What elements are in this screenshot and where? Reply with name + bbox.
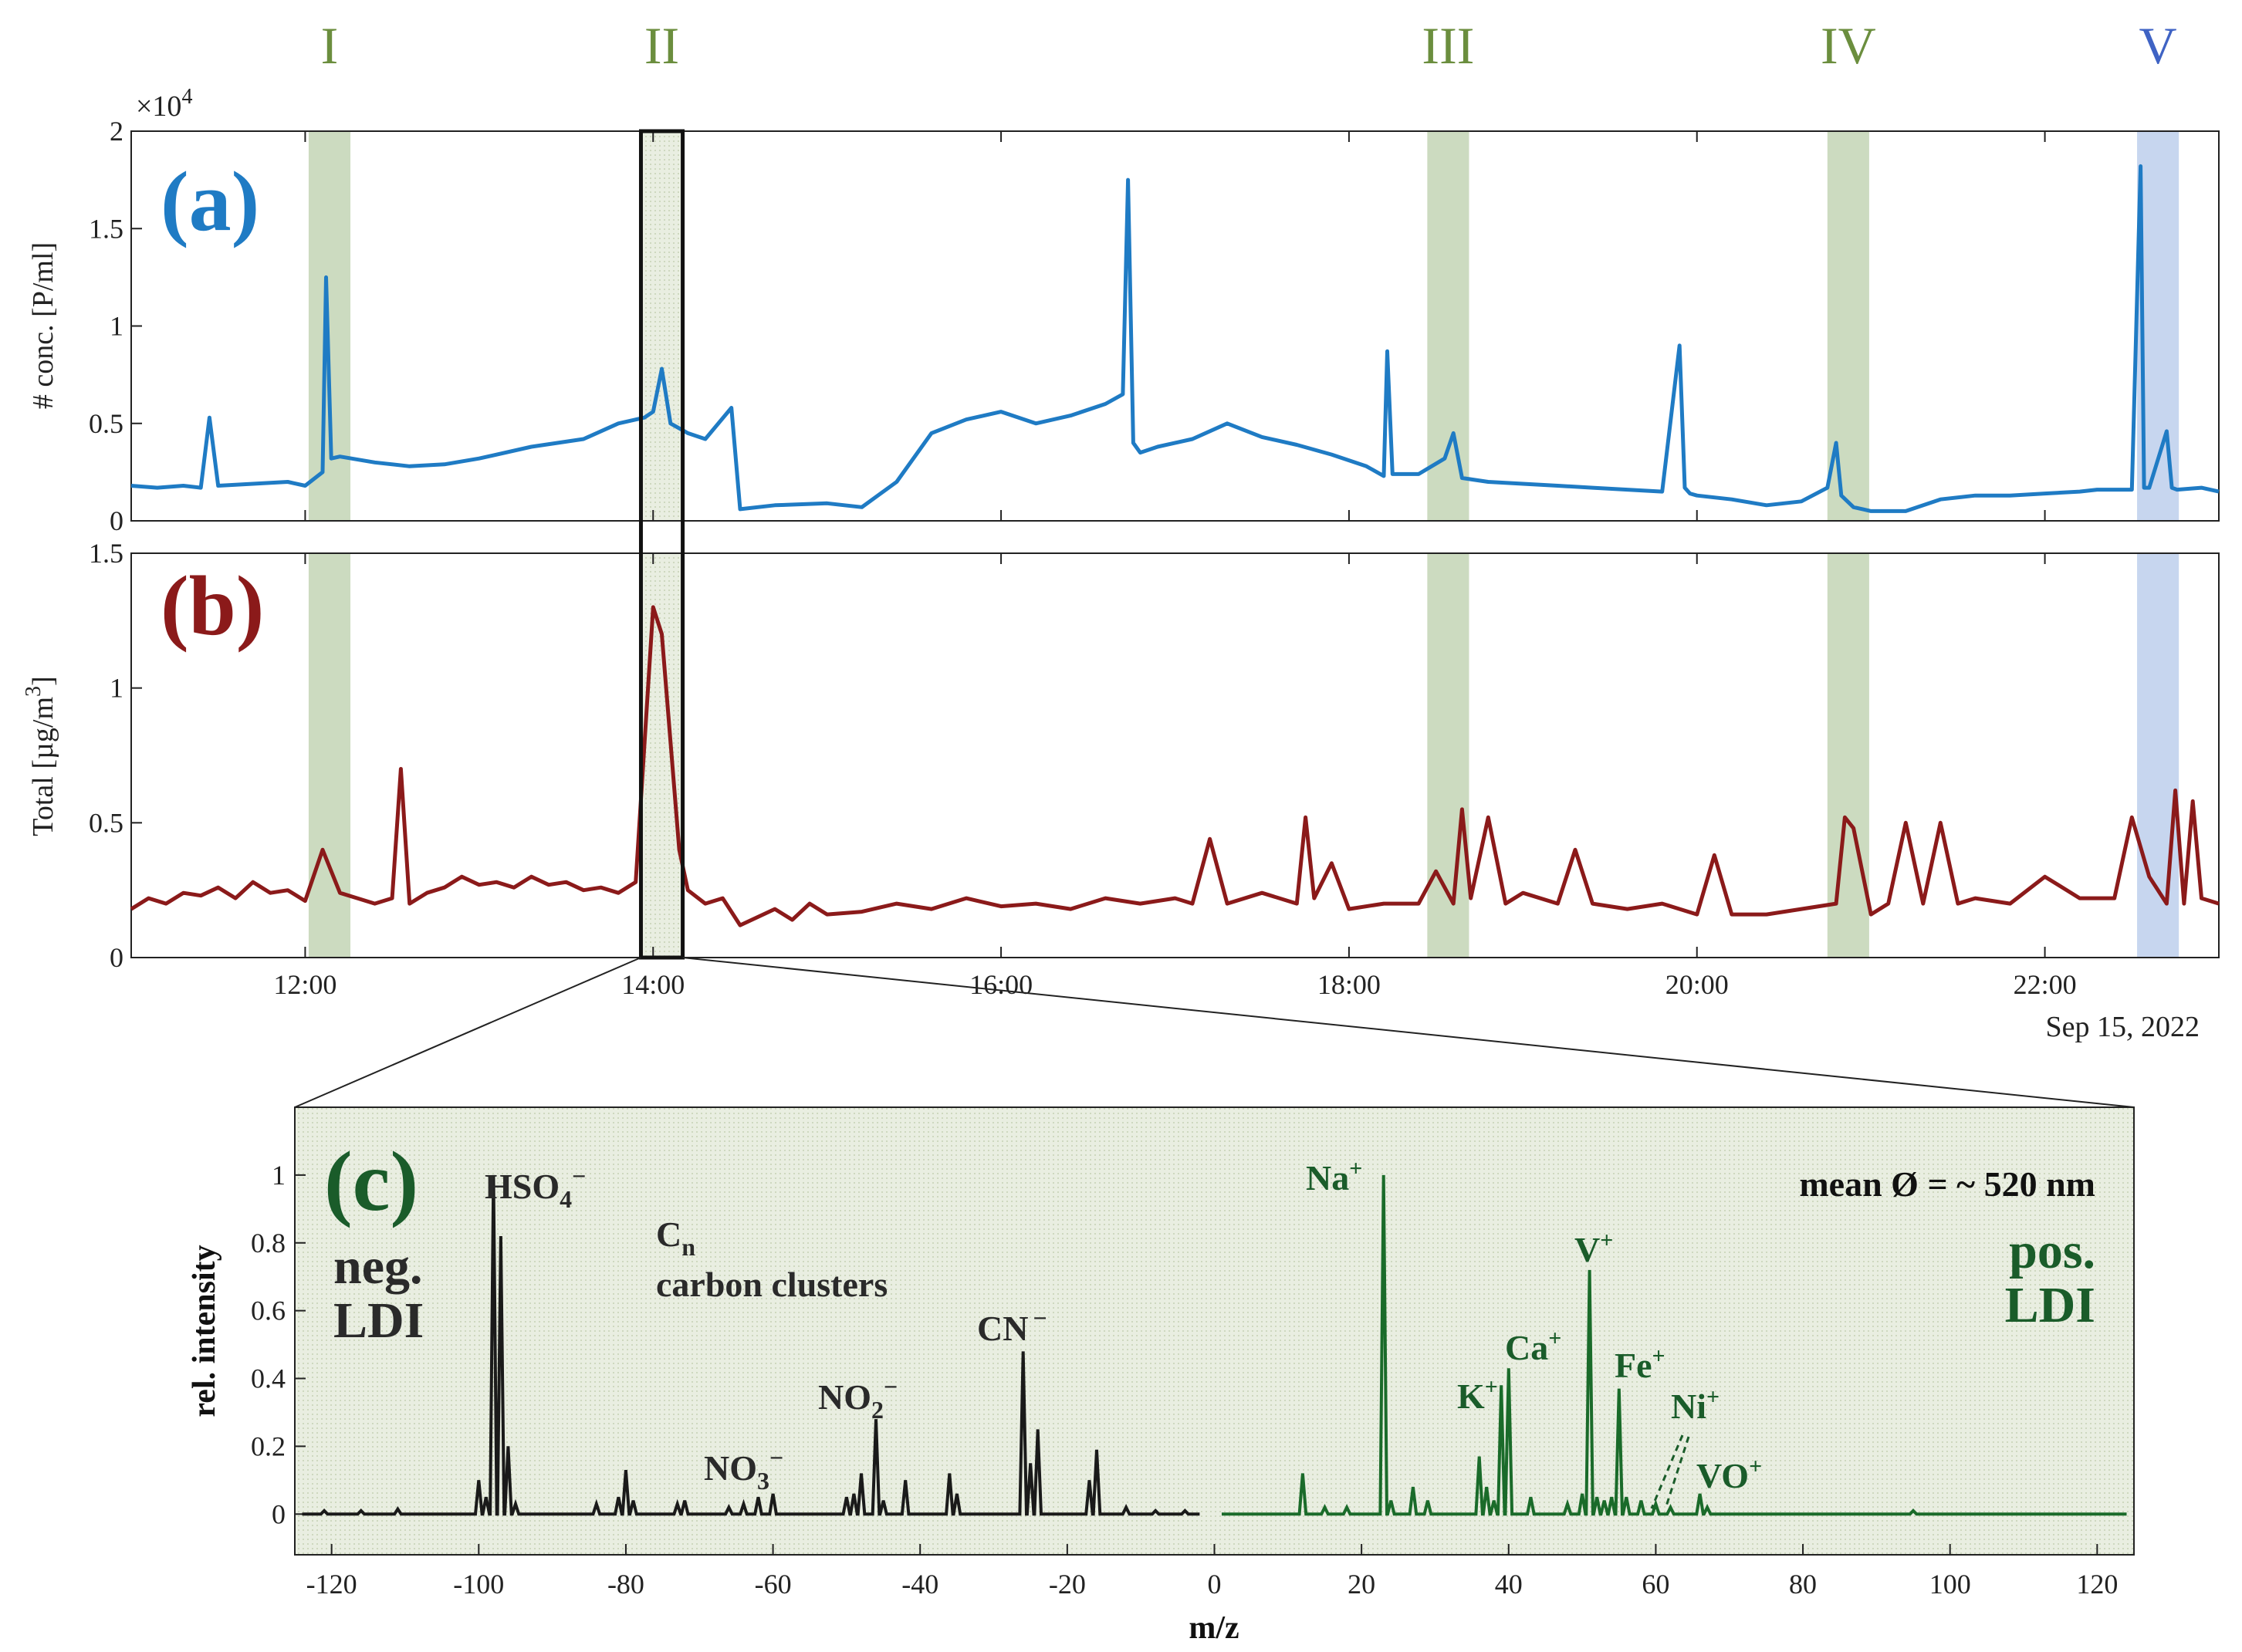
event-label-II: II — [644, 16, 679, 75]
peak-cn-cluster: Cn — [656, 1215, 695, 1261]
c-x-tick-label: -20 — [1049, 1569, 1086, 1600]
event-band-IV-b — [1827, 553, 1869, 958]
time-tick-label: 22:00 — [2014, 969, 2077, 1000]
time-tick-label: 16:00 — [969, 969, 1033, 1000]
c-x-tick-label: -100 — [453, 1569, 504, 1600]
peak-fe: Fe+ — [1615, 1343, 1665, 1385]
c-x-tick-label: 40 — [1495, 1569, 1523, 1600]
time-tick-label: 18:00 — [1317, 969, 1381, 1000]
panel-c-label: (c) — [324, 1134, 418, 1228]
c-x-tick-label: 80 — [1789, 1569, 1817, 1600]
panel-c-x-ticks: -120 -100 -80 -60 -40 -20 0 20 40 60 80 100 120 — [306, 1544, 2118, 1600]
peak-ca: Ca+ — [1505, 1326, 1561, 1367]
date-label: Sep 15, 2022 — [2046, 1011, 2200, 1043]
event-band-V-b — [2137, 553, 2179, 958]
event-band-I-a — [308, 131, 351, 521]
peak-na: Na+ — [1306, 1156, 1362, 1198]
peak-ni: Ni+ — [1671, 1384, 1720, 1426]
event-band-I-b — [308, 553, 351, 958]
event-band-II-a — [641, 131, 683, 521]
c-y-tick-label: 0 — [272, 1498, 286, 1529]
panel-a-multiplier: ×104 — [136, 85, 192, 123]
panel-a-series-line — [130, 164, 2220, 513]
event-band-II-b — [641, 553, 683, 958]
peak-no3: NO3− — [704, 1444, 783, 1495]
panel-b-series-line — [130, 605, 2220, 927]
panel-c-y-ticks: 0 0.2 0.4 0.6 0.8 1 — [251, 1160, 306, 1529]
panel-a-frame — [130, 130, 2220, 522]
y-tick-label: 1 — [110, 673, 123, 704]
c-x-tick-label: -60 — [755, 1569, 792, 1600]
y-tick-label: 0.5 — [89, 408, 123, 439]
y-tick-label: 0.5 — [89, 807, 123, 838]
time-tick-label: 12:00 — [273, 969, 336, 1000]
c-y-tick-label: 0.8 — [251, 1228, 286, 1258]
panel-b-total-mass: 0 0.5 1 1.5 Total [µg/m3] (b) 12:00 14:00 16:… — [22, 538, 2220, 1043]
panel-b-ylabel: Total [µg/m3] — [22, 676, 59, 836]
event-band-III-a — [1427, 131, 1469, 521]
y-tick-label: 1 — [110, 311, 123, 342]
event-label-III: III — [1422, 16, 1474, 75]
pos-mode-label: pos. — [2009, 1223, 2095, 1279]
c-y-tick-label: 0.2 — [251, 1431, 286, 1461]
neg-mode-ldi: LDI — [333, 1292, 424, 1349]
c-x-tick-label: 120 — [2076, 1569, 2118, 1600]
peak-hso4: HSO4− — [485, 1162, 586, 1213]
panel-b-frame — [130, 552, 2220, 958]
positive-spectrum-line — [1222, 1174, 2127, 1516]
event-labels: I II III IV V — [321, 16, 2177, 75]
panel-a-x-ticks — [304, 131, 2046, 521]
event-label-I: I — [321, 16, 339, 75]
y-tick-label: 0 — [110, 505, 123, 536]
carbon-clusters-label: carbon clusters — [656, 1265, 888, 1304]
panel-b-x-ticks — [304, 553, 2046, 958]
event-label-IV: IV — [1821, 16, 1876, 75]
c-y-tick-label: 0.4 — [251, 1363, 286, 1394]
c-x-tick-label: 60 — [1642, 1569, 1669, 1600]
peak-no2: NO2− — [818, 1373, 898, 1424]
ni-pointer-2 — [1664, 1436, 1690, 1509]
zoom-line-left — [294, 957, 641, 1108]
peak-cn: CN − — [977, 1304, 1047, 1348]
panel-b-label: (b) — [161, 559, 264, 653]
y-tick-label: 1.5 — [89, 213, 123, 244]
c-x-tick-label: -80 — [607, 1569, 644, 1600]
peak-v: V+ — [1574, 1228, 1613, 1269]
mean-size-label: mean Ø = ~ 520 nm — [1799, 1164, 2095, 1204]
c-x-tick-label: 20 — [1348, 1569, 1375, 1600]
c-y-tick-label: 0.6 — [251, 1296, 286, 1326]
time-tick-label: 20:00 — [1665, 969, 1729, 1000]
peak-vo: VO+ — [1696, 1454, 1762, 1495]
panel-c-xlabel: m/z — [1189, 1610, 1239, 1646]
c-x-tick-label: 0 — [1208, 1569, 1222, 1600]
time-tick-label: 14:00 — [621, 969, 685, 1000]
time-axis-labels: 12:00 14:00 16:00 18:00 20:00 22:00 — [273, 969, 2076, 1000]
c-x-tick-label: -40 — [901, 1569, 938, 1600]
zoom-line-right — [682, 957, 2135, 1108]
pos-mode-ldi: LDI — [2005, 1277, 2095, 1333]
event-ii-highlight-box — [638, 129, 685, 960]
panel-a-label: (a) — [161, 154, 259, 248]
neg-mode-label: neg. — [333, 1238, 423, 1295]
y-tick-label: 2 — [110, 116, 123, 147]
c-y-tick-label: 1 — [272, 1160, 286, 1191]
panel-a-number-concentration: 0 0.5 1 1.5 2 # conc. [P/ml] ×104 (a) — [27, 85, 2220, 536]
negative-spectrum-line — [302, 1174, 1200, 1516]
panel-a-ylabel: # conc. [P/ml] — [27, 242, 59, 409]
y-tick-label: 0 — [110, 942, 123, 973]
peak-k: K+ — [1457, 1374, 1498, 1416]
ni-pointer-1 — [1650, 1434, 1684, 1509]
event-shading — [308, 131, 2179, 958]
panel-c-frame — [294, 1106, 2135, 1556]
y-tick-label: 1.5 — [89, 538, 123, 569]
panel-a-y-ticks: 0 0.5 1 1.5 2 — [89, 116, 142, 536]
event-label-V: V — [2139, 16, 2177, 75]
panel-b-y-ticks: 0 0.5 1 1.5 — [89, 538, 142, 973]
panel-c-mass-spectrum: 0 0.2 0.4 0.6 0.8 1 -120 -100 -80 -60 -40 -20 0 20 40… — [187, 1106, 2135, 1646]
c-x-tick-label: -120 — [306, 1569, 357, 1600]
panel-c-ylabel: rel. intensity — [187, 1245, 222, 1417]
c-x-tick-label: 100 — [1929, 1569, 1971, 1600]
